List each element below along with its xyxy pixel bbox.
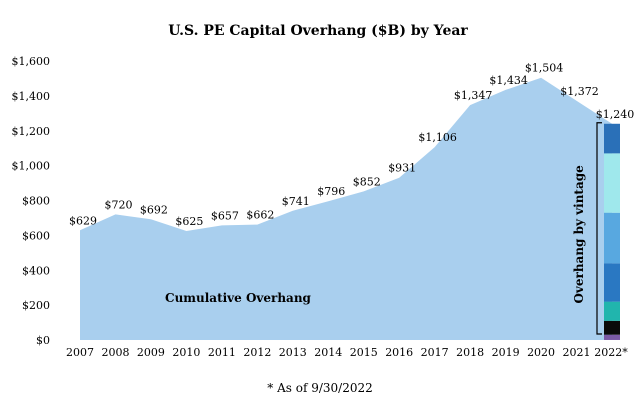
x-tick-label: 2010 (172, 346, 200, 359)
data-labels: $629 $720 $692 $625 $657 $662 $741 $796 $852 $931… (69, 62, 634, 228)
y-axis: $0 $200 $400 $600 $800 $1,000 $1,200 $1,400 $1,6… (12, 55, 51, 347)
x-tick-label: 2013 (279, 346, 307, 359)
data-label: $625 (175, 215, 203, 228)
x-tick-label: 2020 (527, 346, 555, 359)
x-tick-label: 2014 (314, 346, 342, 359)
data-label: $1,504 (525, 62, 564, 75)
x-axis: 2007 2008 2009 2010 2011 2012 2013 2014 2015 2016… (66, 346, 628, 359)
x-tick-label: 2009 (137, 346, 165, 359)
chart-title: U.S. PE Capital Overhang ($B) by Year (168, 23, 468, 39)
y-tick-label: $800 (22, 195, 50, 208)
x-tick-label: 2017 (421, 346, 449, 359)
x-tick-label: 2008 (101, 346, 129, 359)
x-tick-label: 2016 (385, 346, 413, 359)
vintage-segment (604, 320, 620, 335)
data-label: $852 (353, 175, 381, 188)
x-tick-label: 2022* (594, 346, 628, 359)
y-tick-label: $400 (22, 264, 50, 277)
data-label: $741 (282, 195, 310, 208)
data-label: $720 (104, 198, 132, 211)
vintage-segment (604, 263, 620, 302)
data-label: $657 (211, 209, 239, 222)
x-tick-label: 2019 (492, 346, 520, 359)
x-tick-label: 2015 (350, 346, 378, 359)
data-label: $629 (69, 214, 97, 227)
vintage-segment (604, 123, 620, 154)
y-tick-label: $1,400 (12, 90, 51, 103)
x-tick-label: 2011 (208, 346, 236, 359)
vintage-segment (604, 301, 620, 321)
x-tick-label: 2007 (66, 346, 94, 359)
x-tick-label: 2021 (563, 346, 591, 359)
data-label: $662 (246, 209, 274, 222)
data-label: $931 (388, 162, 416, 175)
vintage-segment (604, 153, 620, 213)
data-label: $1,434 (489, 74, 528, 87)
footnote: * As of 9/30/2022 (267, 381, 372, 395)
cumulative-overhang-area (80, 77, 612, 340)
data-label: $1,240 (596, 108, 635, 121)
x-tick-label: 2012 (243, 346, 271, 359)
y-tick-label: $200 (22, 299, 50, 312)
x-tick-label: 2018 (456, 346, 484, 359)
y-tick-label: $1,000 (12, 160, 51, 173)
data-label: $1,347 (454, 89, 493, 102)
data-label: $796 (317, 185, 345, 198)
y-tick-label: $1,600 (12, 55, 51, 68)
area-annotation: Cumulative Overhang (165, 291, 312, 305)
y-tick-label: $600 (22, 229, 50, 242)
data-label: $1,372 (560, 85, 599, 98)
data-label: $692 (140, 203, 168, 216)
y-tick-label: $0 (36, 334, 50, 347)
data-label: $1,106 (418, 131, 457, 144)
y-tick-label: $1,200 (12, 125, 51, 138)
vintage-segment (604, 334, 620, 340)
vintage-segment (604, 212, 620, 264)
vintage-stack (604, 123, 620, 340)
vintage-label: Overhang by vintage (572, 165, 586, 304)
vintage-bracket (596, 122, 602, 335)
